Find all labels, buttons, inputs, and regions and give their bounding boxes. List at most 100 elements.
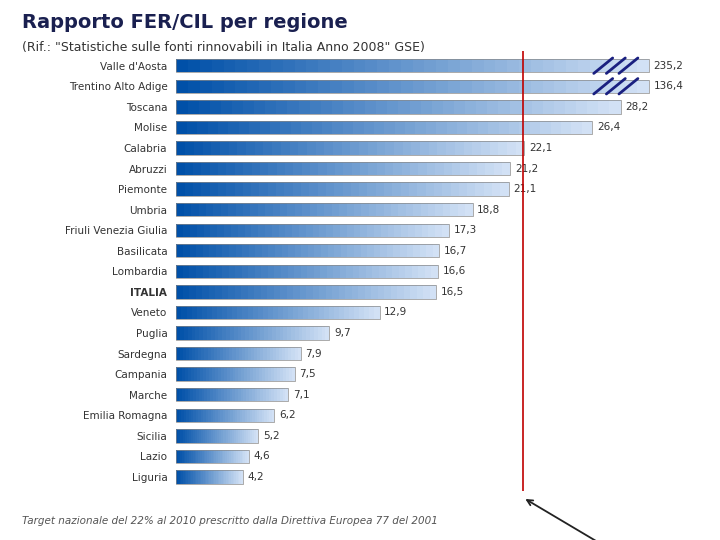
Bar <box>205 429 207 443</box>
Bar <box>242 450 243 463</box>
Bar <box>401 59 413 72</box>
Bar <box>245 409 247 422</box>
Bar <box>314 326 318 340</box>
Bar <box>332 100 343 113</box>
Bar <box>268 306 273 319</box>
Bar <box>194 409 196 422</box>
Bar <box>285 162 293 175</box>
Bar <box>189 347 192 360</box>
Bar <box>460 79 472 93</box>
Bar <box>319 306 324 319</box>
Bar <box>253 368 256 381</box>
Bar <box>213 470 215 484</box>
Bar <box>210 224 217 237</box>
Bar <box>189 285 196 299</box>
Bar <box>369 203 377 217</box>
Bar <box>176 162 510 175</box>
Bar <box>236 470 238 484</box>
Bar <box>405 121 415 134</box>
Text: 235,2: 235,2 <box>654 60 683 71</box>
Bar <box>234 470 236 484</box>
Bar <box>271 224 279 237</box>
Text: 7,1: 7,1 <box>293 390 310 400</box>
Bar <box>318 79 330 93</box>
Bar <box>259 183 268 196</box>
Bar <box>369 306 374 319</box>
Bar <box>519 79 531 93</box>
Bar <box>361 244 367 258</box>
Bar <box>436 121 446 134</box>
Bar <box>235 79 247 93</box>
Bar <box>214 347 217 360</box>
Bar <box>339 285 346 299</box>
Bar <box>215 265 222 278</box>
Bar <box>233 347 235 360</box>
Bar <box>322 121 333 134</box>
Bar <box>188 79 200 93</box>
Bar <box>197 368 200 381</box>
Bar <box>228 409 230 422</box>
Bar <box>229 450 230 463</box>
Bar <box>299 100 310 113</box>
Bar <box>183 224 190 237</box>
Bar <box>572 121 582 134</box>
Bar <box>391 285 397 299</box>
Bar <box>318 183 326 196</box>
Bar <box>224 368 227 381</box>
Bar <box>221 388 224 401</box>
Bar <box>176 203 472 217</box>
Bar <box>212 79 224 93</box>
Bar <box>217 306 222 319</box>
Bar <box>484 59 495 72</box>
Bar <box>365 100 377 113</box>
Bar <box>184 203 192 217</box>
Bar <box>251 162 260 175</box>
Bar <box>410 285 417 299</box>
Bar <box>289 141 298 154</box>
Bar <box>176 470 178 484</box>
Bar <box>354 244 361 258</box>
Bar <box>351 162 360 175</box>
Bar <box>415 224 422 237</box>
Bar <box>413 79 425 93</box>
Bar <box>402 141 411 154</box>
Bar <box>430 285 436 299</box>
Bar <box>222 409 225 422</box>
Bar <box>274 265 281 278</box>
Bar <box>208 409 210 422</box>
Bar <box>282 347 285 360</box>
Bar <box>254 429 256 443</box>
Bar <box>185 368 188 381</box>
Bar <box>183 265 189 278</box>
Bar <box>405 265 412 278</box>
Bar <box>206 409 208 422</box>
Bar <box>413 59 425 72</box>
Bar <box>310 162 318 175</box>
Bar <box>238 429 240 443</box>
Bar <box>216 244 222 258</box>
Bar <box>313 306 319 319</box>
Bar <box>271 409 274 422</box>
Bar <box>481 141 490 154</box>
Bar <box>239 121 249 134</box>
Bar <box>498 100 510 113</box>
Bar <box>410 100 420 113</box>
Bar <box>226 470 228 484</box>
Bar <box>193 429 195 443</box>
Bar <box>208 470 210 484</box>
Bar <box>561 121 572 134</box>
Bar <box>217 429 220 443</box>
Bar <box>220 141 229 154</box>
Bar <box>255 388 258 401</box>
Bar <box>543 79 554 93</box>
Bar <box>238 306 243 319</box>
Bar <box>271 59 283 72</box>
Bar <box>185 141 194 154</box>
Bar <box>202 450 204 463</box>
Bar <box>292 347 294 360</box>
Bar <box>243 388 246 401</box>
Bar <box>385 162 393 175</box>
Bar <box>455 141 464 154</box>
Bar <box>180 470 181 484</box>
Bar <box>284 326 287 340</box>
